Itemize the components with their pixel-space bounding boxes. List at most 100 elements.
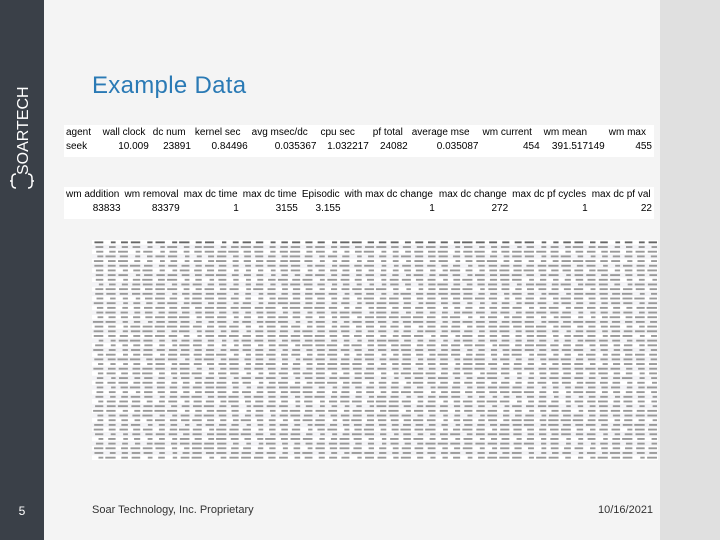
cell-text-texture — [229, 456, 239, 459]
cell-text-texture — [282, 288, 288, 291]
cell-text-texture — [192, 283, 202, 286]
cell-text-texture — [501, 339, 510, 342]
cell-text-texture — [155, 433, 165, 436]
cell-text-texture — [146, 400, 153, 403]
cell-text-texture — [341, 302, 350, 305]
cell-text-texture — [515, 344, 522, 347]
cell-text-texture — [565, 395, 571, 398]
cell-text-texture — [488, 297, 498, 300]
cell-text-texture — [268, 381, 276, 384]
cell-text-texture — [540, 423, 547, 426]
cell-text-texture — [379, 358, 387, 361]
cell-text-texture — [306, 433, 313, 436]
cell-text-texture — [417, 400, 424, 403]
cell-text-texture — [367, 442, 374, 445]
cell-text-texture — [327, 367, 338, 370]
table1-header: avg msec/dc — [251, 126, 308, 138]
cell-text-texture — [319, 255, 325, 258]
cell-text-texture — [331, 274, 338, 277]
cell-text-texture — [303, 414, 313, 417]
cell-text-texture — [108, 330, 116, 333]
cell-text-texture — [305, 274, 313, 277]
cell-text-texture — [465, 452, 473, 454]
cell-text-texture — [207, 339, 215, 342]
cell-text-texture — [279, 405, 288, 408]
cell-text-texture — [245, 363, 251, 365]
cell-text-texture — [622, 335, 633, 337]
cell-text-texture — [216, 438, 227, 440]
cell-text-texture — [107, 264, 116, 267]
cell-text-texture — [368, 339, 374, 342]
cell-text-texture — [169, 428, 178, 431]
cell-text-texture — [255, 241, 264, 244]
cell-text-texture — [168, 264, 178, 267]
cell-text-texture — [438, 377, 448, 380]
cell-text-texture — [453, 381, 461, 384]
cell-text-texture — [363, 250, 374, 253]
cell-text-texture — [437, 386, 448, 389]
cell-text-texture — [218, 278, 227, 281]
cell-text-texture — [302, 278, 313, 281]
cell-text-texture — [255, 283, 264, 286]
cell-text-texture — [527, 428, 534, 431]
cell-text-texture — [426, 419, 436, 422]
cell-text-texture — [597, 269, 608, 272]
cell-text-texture — [194, 377, 202, 380]
cell-text-texture — [229, 288, 239, 291]
cell-text-texture — [491, 246, 498, 248]
cell-text-texture — [624, 433, 633, 436]
cell-text-texture — [590, 288, 596, 291]
cell-text-texture — [586, 250, 596, 253]
slide-number: 5 — [18, 504, 26, 518]
cell-text-texture — [118, 367, 128, 370]
cell-text-texture — [526, 395, 534, 398]
cell-text-texture — [159, 269, 165, 272]
cell-text-texture — [627, 381, 633, 384]
cell-text-texture — [111, 386, 116, 389]
table1-header: average mse — [411, 126, 470, 138]
cell-text-texture — [560, 297, 571, 300]
cell-text-texture — [130, 330, 141, 333]
cell-text-texture — [402, 320, 411, 323]
cell-text-texture — [217, 447, 227, 450]
cell-text-texture — [488, 288, 498, 291]
cell-text-texture — [193, 363, 202, 365]
cell-text-texture — [155, 363, 165, 365]
cell-text-texture — [255, 264, 264, 267]
cell-text-texture — [282, 311, 288, 314]
cell-text-texture — [378, 381, 387, 384]
cell-text-texture — [256, 419, 264, 422]
cell-text-texture — [613, 372, 621, 375]
cell-text-texture — [647, 344, 657, 347]
cell-text-texture — [179, 269, 190, 272]
cell-text-texture — [587, 400, 596, 403]
cell-text-texture — [465, 391, 473, 394]
cell-text-texture — [427, 278, 436, 281]
cell-text-texture — [208, 372, 215, 375]
cell-text-texture — [233, 339, 239, 342]
cell-text-texture — [316, 325, 325, 328]
cell-text-texture — [578, 456, 584, 459]
cell-text-texture — [351, 241, 362, 244]
cell-text-texture — [476, 260, 485, 262]
cell-text-texture — [269, 297, 276, 300]
cell-text-texture — [268, 372, 276, 375]
cell-text-texture — [478, 419, 485, 422]
cell-text-texture — [403, 438, 411, 440]
cell-text-texture — [647, 325, 657, 328]
cell-text-texture — [526, 274, 534, 277]
cell-text-texture — [429, 311, 436, 314]
cell-text-texture — [490, 311, 498, 314]
cell-text-texture — [551, 288, 559, 291]
cell-text-texture — [156, 320, 165, 323]
cell-text-texture — [255, 335, 264, 337]
cell-text-texture — [302, 419, 313, 422]
cell-text-texture — [204, 442, 215, 445]
cell-text-texture — [191, 442, 202, 445]
cell-text-texture — [255, 363, 264, 365]
cell-text-texture — [636, 339, 645, 342]
cell-text-texture — [610, 409, 621, 412]
cell-text-texture — [622, 438, 633, 440]
cell-text-texture — [144, 391, 153, 394]
cell-text-texture — [242, 302, 251, 305]
